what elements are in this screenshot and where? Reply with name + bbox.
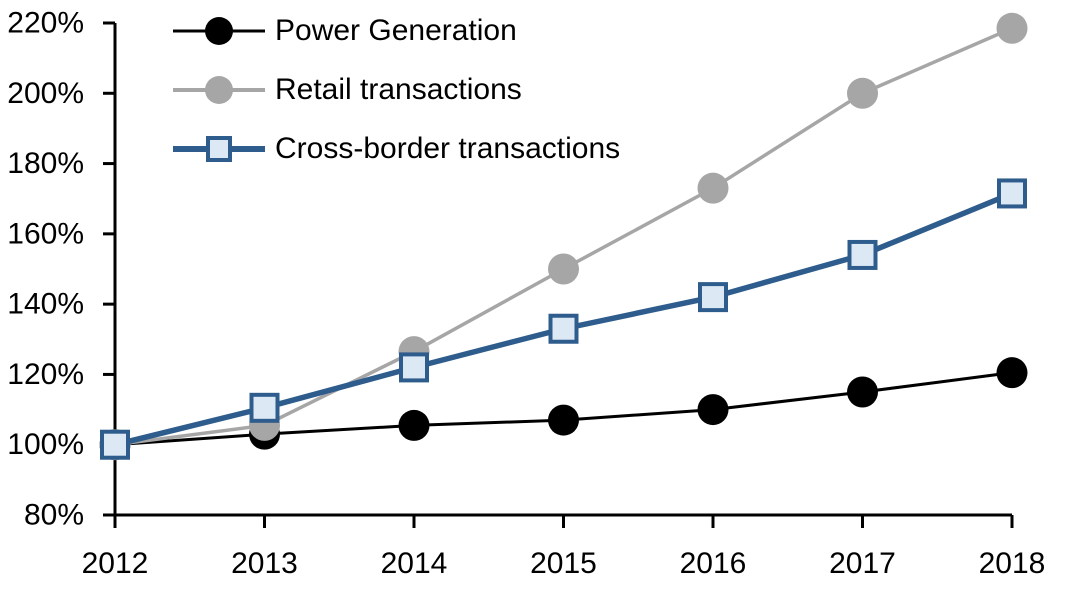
legend-item-cross-border-transactions: Cross-border transactions xyxy=(173,119,620,178)
data-point-1-2017 xyxy=(847,77,878,109)
data-point-2-2014 xyxy=(399,352,429,383)
legend-item-power-generation: Power Generation xyxy=(173,1,620,60)
x-axis-label: 2013 xyxy=(231,547,298,580)
circle-marker-icon xyxy=(205,16,233,45)
data-point-0-2016 xyxy=(697,394,729,426)
data-point-0-2017 xyxy=(847,376,878,408)
data-point-0-2015 xyxy=(548,404,579,436)
y-axis-label: 140% xyxy=(7,288,84,321)
x-axis-label: 2015 xyxy=(530,547,597,580)
x-axis-label: 2012 xyxy=(82,547,149,580)
data-point-2-2017 xyxy=(847,239,878,270)
data-point-2-2015 xyxy=(548,313,579,344)
data-point-0-2018 xyxy=(996,357,1028,389)
x-axis-label: 2017 xyxy=(829,547,896,580)
y-axis-label: 220% xyxy=(7,7,84,40)
data-point-0-2014 xyxy=(398,409,430,441)
square-marker-icon xyxy=(206,135,232,162)
y-axis-label: 160% xyxy=(7,217,84,250)
legend-item-retail-transactions: Retail transactions xyxy=(173,60,620,119)
y-axis-label: 100% xyxy=(7,428,84,461)
legend-marker-power-generation xyxy=(173,14,265,48)
y-axis-label: 200% xyxy=(7,77,84,110)
y-axis-label: 120% xyxy=(7,358,84,391)
data-point-2-2018 xyxy=(997,178,1027,209)
data-point-2-2016 xyxy=(698,282,728,313)
legend-label-cross-border-transactions: Cross-border transactions xyxy=(275,131,621,165)
x-axis-label: 2016 xyxy=(680,547,747,580)
data-point-1-2015 xyxy=(548,253,579,285)
x-axis-label: 2014 xyxy=(381,547,448,580)
data-point-1-2016 xyxy=(697,172,729,204)
circle-marker-icon xyxy=(205,75,233,104)
legend-label-retail-transactions: Retail transactions xyxy=(275,72,522,106)
x-axis-label: 2018 xyxy=(979,547,1046,580)
legend-label-power-generation: Power Generation xyxy=(275,13,517,47)
legend-marker-retail-transactions xyxy=(173,73,265,107)
data-point-1-2018 xyxy=(996,12,1028,44)
y-axis-label: 180% xyxy=(7,147,84,180)
data-point-2-2013 xyxy=(249,392,280,423)
legend: Power Generation Retail transactions Cro… xyxy=(173,1,620,178)
y-axis-label: 80% xyxy=(24,499,84,532)
legend-marker-cross-border-transactions xyxy=(173,132,265,166)
data-point-2-2012 xyxy=(100,429,130,460)
